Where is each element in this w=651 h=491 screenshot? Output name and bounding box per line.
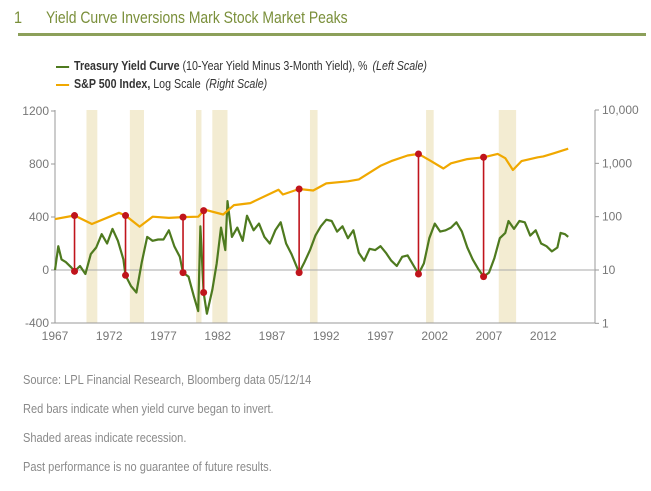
recession-band	[309, 110, 318, 323]
inversion-marker-bottom	[200, 289, 208, 297]
left-tick-label: -400	[25, 316, 49, 330]
legend-scale: (Left Scale)	[372, 58, 427, 73]
inversion-marker-bottom	[295, 269, 303, 277]
right-tick-label: 1,000	[602, 156, 632, 170]
inversion-marker-bottom	[480, 273, 488, 281]
series-line-sp500	[54, 147, 569, 228]
x-tick-label: 1972	[96, 329, 123, 343]
inversion-marker-bottom	[122, 271, 130, 279]
right-tick-label: 10,000	[602, 103, 639, 117]
left-tick-label: 800	[29, 157, 49, 171]
disclaimer: Past performance is no guarantee of futu…	[23, 459, 272, 474]
inversion-marker-top	[122, 212, 130, 220]
left-tick-label: 400	[29, 210, 49, 224]
legend-item-sp500: S&P 500 Index, Log Scale (Right Scale)	[56, 76, 267, 91]
right-tick-label: 10	[602, 263, 616, 277]
right-tick-label: 1	[602, 316, 609, 330]
inversion-marker-top	[71, 212, 79, 220]
x-tick-label: 1977	[150, 329, 177, 343]
legend-label-rest: Log Scale	[150, 76, 201, 91]
recession-band	[86, 110, 98, 323]
x-tick-label: 2007	[476, 329, 503, 343]
legend-swatch	[56, 83, 70, 86]
left-tick-label: 0	[42, 263, 49, 277]
right-tick-label: 100	[602, 210, 622, 224]
inversion-marker-bottom	[179, 269, 187, 277]
chart-title: Yield Curve Inversions Mark Stock Market…	[46, 8, 348, 27]
title-divider	[18, 33, 646, 36]
inversion-marker-top	[414, 150, 422, 158]
figure-number: 1	[14, 8, 23, 27]
inversion-marker-bottom	[71, 267, 79, 275]
left-tick-label: 1200	[22, 104, 49, 118]
inversion-marker-top	[480, 153, 488, 161]
x-tick-label: 2012	[530, 329, 557, 343]
recession-band	[212, 110, 228, 323]
legend-label: Treasury Yield Curve	[74, 58, 180, 73]
footnote-shaded: Shaded areas indicate recession.	[23, 430, 187, 445]
inversion-marker-top	[200, 207, 208, 215]
x-tick-label: 1982	[204, 329, 231, 343]
source-note: Source: LPL Financial Research, Bloomber…	[23, 372, 312, 387]
x-tick-label: 1967	[42, 329, 69, 343]
x-tick-label: 2002	[421, 329, 448, 343]
legend-item-yield: Treasury Yield Curve (10-Year Yield Minu…	[56, 58, 427, 73]
inversion-marker-bottom	[414, 270, 422, 278]
recession-band	[426, 110, 434, 323]
inversion-marker-top	[295, 185, 303, 193]
legend-label-rest: (10-Year Yield Minus 3-Month Yield), %	[179, 58, 368, 73]
footnote-red-bars: Red bars indicate when yield curve began…	[23, 401, 274, 416]
x-tick-label: 1987	[259, 329, 286, 343]
x-tick-label: 1992	[313, 329, 340, 343]
recession-band	[498, 110, 517, 323]
x-tick-label: 1997	[367, 329, 394, 343]
legend-scale: (Right Scale)	[205, 76, 268, 91]
legend-label: S&P 500 Index,	[74, 76, 151, 91]
plot-area: 1200 800 400 0 -400 10,000 1,000 100 10 1 1967 1972…	[22, 103, 639, 343]
legend-swatch	[56, 65, 70, 68]
inversion-marker-top	[179, 213, 187, 221]
